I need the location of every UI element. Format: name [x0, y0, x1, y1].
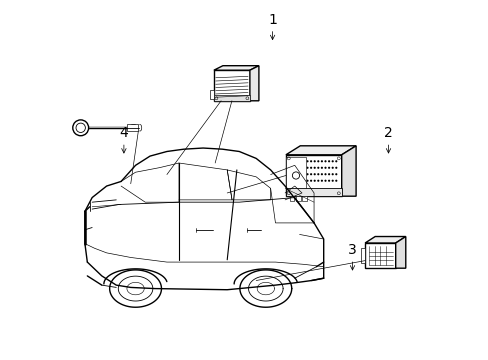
Polygon shape	[285, 146, 355, 155]
Circle shape	[320, 180, 322, 182]
Circle shape	[331, 167, 333, 169]
Circle shape	[327, 173, 329, 175]
Polygon shape	[285, 157, 305, 189]
Circle shape	[335, 167, 337, 169]
Circle shape	[335, 160, 337, 162]
Polygon shape	[395, 237, 405, 268]
Text: 4: 4	[119, 126, 128, 140]
Circle shape	[309, 173, 311, 175]
Circle shape	[327, 160, 329, 162]
Text: 3: 3	[347, 243, 356, 257]
Circle shape	[320, 160, 322, 162]
Circle shape	[306, 167, 308, 169]
Circle shape	[309, 180, 311, 182]
Circle shape	[309, 167, 311, 169]
Circle shape	[327, 167, 329, 169]
Text: 1: 1	[267, 13, 276, 27]
Polygon shape	[360, 248, 365, 263]
Circle shape	[324, 173, 326, 175]
Text: 2: 2	[384, 126, 392, 140]
Circle shape	[317, 173, 319, 175]
Circle shape	[306, 180, 308, 182]
Polygon shape	[365, 243, 395, 268]
Circle shape	[335, 173, 337, 175]
Polygon shape	[213, 70, 249, 101]
Polygon shape	[285, 155, 341, 196]
Polygon shape	[249, 66, 258, 101]
Circle shape	[331, 160, 333, 162]
Polygon shape	[213, 66, 258, 70]
Polygon shape	[289, 196, 294, 201]
Circle shape	[313, 167, 315, 169]
Circle shape	[306, 173, 308, 175]
Circle shape	[324, 167, 326, 169]
Circle shape	[324, 160, 326, 162]
Circle shape	[320, 167, 322, 169]
Polygon shape	[213, 95, 249, 101]
Circle shape	[317, 180, 319, 182]
Polygon shape	[209, 90, 213, 99]
Circle shape	[313, 160, 315, 162]
Polygon shape	[302, 196, 306, 201]
Circle shape	[317, 160, 319, 162]
Polygon shape	[295, 196, 300, 201]
Circle shape	[320, 173, 322, 175]
Circle shape	[335, 180, 337, 182]
Circle shape	[313, 173, 315, 175]
Polygon shape	[285, 188, 341, 196]
Polygon shape	[127, 124, 138, 131]
Circle shape	[317, 167, 319, 169]
Circle shape	[309, 160, 311, 162]
Circle shape	[313, 180, 315, 182]
Circle shape	[327, 180, 329, 182]
Circle shape	[331, 180, 333, 182]
Circle shape	[331, 173, 333, 175]
Circle shape	[306, 160, 308, 162]
Circle shape	[324, 180, 326, 182]
Polygon shape	[341, 146, 355, 196]
Polygon shape	[365, 237, 405, 243]
